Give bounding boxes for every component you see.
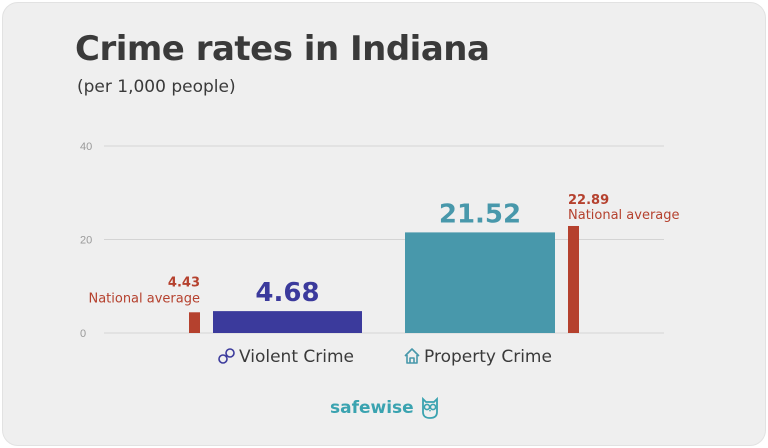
brand-logo: safewise (330, 396, 450, 426)
bar-value-label: 21.52 (439, 199, 521, 229)
bar-violent-crime (213, 311, 362, 333)
handcuffs-icon (218, 348, 235, 364)
bars (189, 225, 579, 333)
bar-property-crime (405, 232, 555, 333)
house-icon (404, 348, 420, 364)
brand-name: safewise (330, 398, 414, 418)
y-tick-label: 40 (80, 141, 92, 153)
national-average-label: National average (88, 291, 200, 306)
y-tick-label: 0 (80, 328, 86, 340)
national-average-value: 22.89 (568, 193, 609, 208)
y-tick-label: 20 (80, 235, 92, 247)
national-average-bar (568, 225, 579, 333)
national-average-label: National average (568, 208, 680, 223)
bar-value-label: 4.68 (255, 278, 319, 308)
category-label: Property Crime (424, 347, 552, 367)
category-label: Violent Crime (239, 347, 354, 367)
owl-icon (422, 396, 438, 419)
national-average-value: 4.43 (168, 275, 200, 290)
chart-subtitle: (per 1,000 people) (77, 77, 236, 97)
national-average-bar (189, 312, 200, 333)
chart-title: Crime rates in Indiana (75, 29, 490, 69)
